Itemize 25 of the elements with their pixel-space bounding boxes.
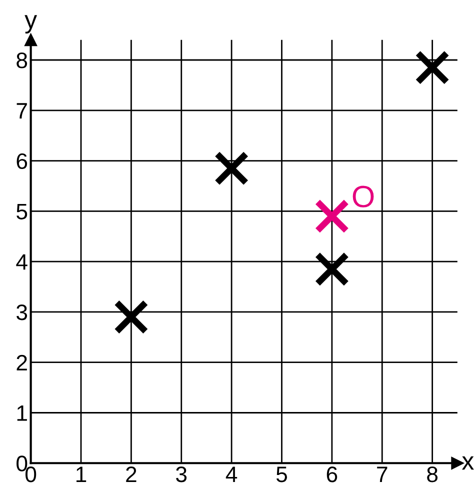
point [314,198,350,234]
y-tick-label: 3 [16,304,28,320]
y-tick-label: 5 [16,204,28,220]
annotation: O [352,186,374,208]
y-tick-label: 6 [16,153,28,170]
y-axis-title: y [24,15,38,34]
x-tick-label: 2 [126,466,136,482]
x-tick-label: 4 [226,466,238,482]
x-tick-label: 6 [326,466,338,482]
x-tick-label: 5 [276,466,287,482]
y-tick-label: 2 [16,354,27,370]
point [114,300,149,334]
x-tick-label: 3 [176,466,187,482]
x-tick-label: 1 [76,466,86,482]
y-tick-label: 8 [16,52,28,68]
y-tick-label: 1 [17,406,27,421]
y-tick-label: 7 [16,103,27,118]
point [314,252,350,286]
x-tick-label: 8 [427,466,438,482]
y-tick-label: 0 [16,456,28,472]
x-tick-label: 7 [377,466,388,482]
point [414,50,450,85]
point [214,150,249,186]
x-axis-title: x [462,456,474,470]
y-tick-label: 4 [16,254,28,270]
